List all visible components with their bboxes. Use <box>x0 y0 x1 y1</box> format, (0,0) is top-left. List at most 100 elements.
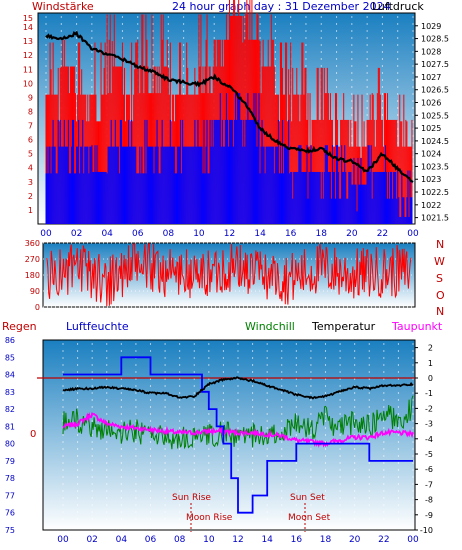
grid-dot <box>237 448 239 450</box>
grid-dot <box>305 51 307 53</box>
grid-dot <box>76 455 79 457</box>
grid-dot <box>62 357 64 359</box>
pressure-tick-label: 1021.5 <box>421 214 449 223</box>
grid-dot <box>237 413 239 415</box>
grid-dot <box>281 385 283 387</box>
humidity-tick-label: 83 <box>5 388 15 397</box>
grid-dot <box>179 518 181 520</box>
grid-dot <box>251 483 254 485</box>
grid-dot <box>354 490 356 492</box>
wind-direction-series <box>46 243 412 307</box>
grid-dot <box>120 469 122 471</box>
grid-dot <box>183 65 185 67</box>
grid-dot <box>354 364 356 366</box>
grid-dot <box>339 504 341 506</box>
grid-dot <box>76 385 79 387</box>
grid-dot <box>351 142 353 144</box>
grid-dot <box>193 420 195 422</box>
temperature-tick-label: -3 <box>425 420 433 429</box>
grid-dot <box>295 350 297 352</box>
grid-dot <box>152 44 154 46</box>
grid-dot <box>412 455 414 457</box>
grid-dot <box>75 44 78 46</box>
grid-dot <box>193 483 195 485</box>
grid-dot <box>60 44 62 46</box>
grid-dot <box>412 511 414 513</box>
grid-dot <box>397 30 399 32</box>
sunset-label: Sun Set <box>290 493 325 503</box>
direction-tick-label: 360 <box>25 239 40 248</box>
compass-label: O <box>436 289 445 302</box>
grid-dot <box>339 413 341 415</box>
grid-dot <box>354 357 356 359</box>
grid-dot <box>324 476 327 478</box>
grid-dot <box>274 86 276 88</box>
grid-dot <box>397 448 400 450</box>
grid-dot <box>251 420 254 422</box>
grid-dot <box>383 476 385 478</box>
grid-dot <box>310 385 312 387</box>
grid-dot <box>149 455 152 457</box>
grid-dot <box>281 462 283 464</box>
grid-dot <box>251 385 254 387</box>
temperature-line <box>62 376 414 400</box>
grid-dot <box>135 371 137 373</box>
grid-dot <box>164 525 166 527</box>
grid-dot <box>91 37 93 39</box>
grid-dot <box>351 23 353 25</box>
grid-dot <box>412 219 414 221</box>
wind-tick-label: 9 <box>28 93 33 102</box>
grid-dot <box>208 504 210 506</box>
grid-dot <box>310 476 312 478</box>
grid-dot <box>368 441 370 443</box>
temperature-tick-label: -9 <box>425 511 433 520</box>
grid-dot <box>137 23 139 25</box>
humidity-tick-label: 78 <box>5 474 15 483</box>
grid-dot <box>208 343 210 345</box>
grid-dot <box>310 441 312 443</box>
grid-dot <box>381 16 384 18</box>
grid-dot <box>324 399 327 401</box>
grid-dot <box>213 16 215 18</box>
grid-dot <box>412 343 414 345</box>
grid-dot <box>152 37 154 39</box>
grid-dot <box>281 448 283 450</box>
grid-dot <box>274 79 276 81</box>
grid-dot <box>368 525 370 527</box>
grid-dot <box>193 511 195 513</box>
grid-dot <box>281 441 283 443</box>
grid-dot <box>222 511 225 513</box>
grid-dot <box>62 483 64 485</box>
grid-dot <box>310 497 312 499</box>
grid-dot <box>381 44 384 46</box>
grid-dot <box>106 413 108 415</box>
grid-dot <box>310 371 312 373</box>
grid-dot <box>135 441 137 443</box>
grid-dot <box>295 413 297 415</box>
grid-dot <box>62 455 64 457</box>
grid-dot <box>351 114 353 116</box>
grid-dot <box>75 16 78 18</box>
grid-dot <box>412 406 414 408</box>
grid-dot <box>60 30 62 32</box>
grid-dot <box>135 497 137 499</box>
grid-dot <box>222 490 225 492</box>
grid-dot <box>45 23 47 25</box>
grid-dot <box>237 399 239 401</box>
grid-dot <box>164 357 166 359</box>
grid-dot <box>91 23 93 25</box>
grid-dot <box>354 469 356 471</box>
grid-dot <box>351 121 353 123</box>
temperature-tick-label: -8 <box>425 496 433 505</box>
grid-dot <box>251 448 254 450</box>
time-tick-label: 20 <box>349 535 361 545</box>
grid-dot <box>266 406 268 408</box>
grid-dot <box>106 476 108 478</box>
grid-dot <box>152 51 154 53</box>
grid-dot <box>295 399 297 401</box>
grid-dot <box>397 490 400 492</box>
grid-dot <box>62 518 64 520</box>
pressure-tick-label: 1022.5 <box>421 188 449 197</box>
grid-dot <box>412 364 414 366</box>
grid-dot <box>45 58 47 60</box>
